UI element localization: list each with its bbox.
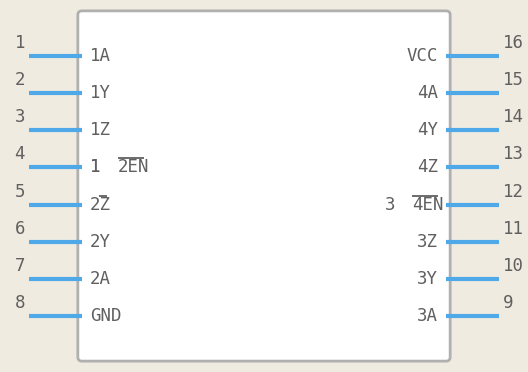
Text: 4Z: 4Z: [417, 158, 438, 176]
Text: 1  2EN: 1 2EN: [90, 158, 153, 176]
Text: 9: 9: [503, 294, 513, 312]
Text: 1A: 1A: [90, 47, 111, 65]
Text: 5: 5: [15, 183, 25, 201]
Text: 16: 16: [503, 34, 524, 52]
Text: 1: 1: [15, 34, 25, 52]
Text: 14: 14: [503, 108, 524, 126]
Text: 1: 1: [90, 158, 111, 176]
Text: VCC: VCC: [407, 47, 438, 65]
Text: 11: 11: [503, 220, 524, 238]
Text: 2EN: 2EN: [118, 158, 149, 176]
Text: 8: 8: [15, 294, 25, 312]
Text: 10: 10: [503, 257, 524, 275]
Text: 4A: 4A: [417, 84, 438, 102]
Text: 13: 13: [503, 145, 524, 163]
Text: 3Y: 3Y: [417, 270, 438, 288]
Text: GND: GND: [90, 307, 121, 325]
Text: 4: 4: [15, 145, 25, 163]
Text: 15: 15: [503, 71, 524, 89]
Text: 2A: 2A: [90, 270, 111, 288]
Text: 2: 2: [15, 71, 25, 89]
Text: 1Z: 1Z: [90, 121, 111, 139]
Text: 3A: 3A: [417, 307, 438, 325]
Text: 4EN: 4EN: [412, 196, 444, 214]
Text: 12: 12: [503, 183, 524, 201]
Text: 4Y: 4Y: [417, 121, 438, 139]
Text: 3: 3: [385, 196, 396, 214]
FancyBboxPatch shape: [78, 11, 450, 361]
Text: 2Z: 2Z: [90, 196, 111, 214]
Text: 2Y: 2Y: [90, 233, 111, 251]
Text: 7: 7: [15, 257, 25, 275]
Text: 1: 1: [90, 158, 100, 176]
Text: 6: 6: [15, 220, 25, 238]
Text: 1Y: 1Y: [90, 84, 111, 102]
Text: 3: 3: [15, 108, 25, 126]
Text: 3Z: 3Z: [417, 233, 438, 251]
